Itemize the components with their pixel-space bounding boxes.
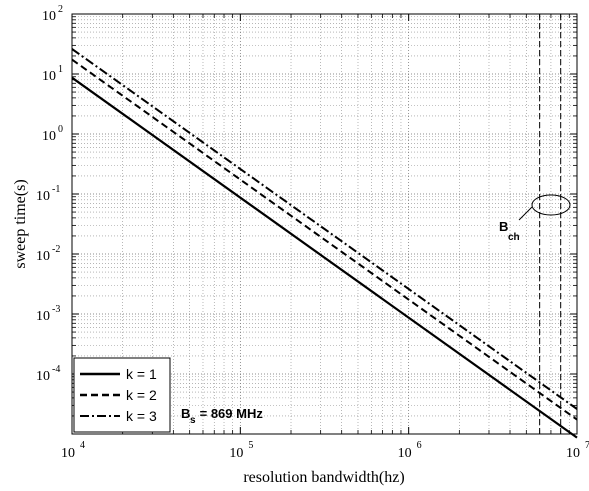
y-tick-exponent: 1 xyxy=(58,64,63,75)
y-tick-exponent: -2 xyxy=(52,244,60,255)
bs-annotation: B s = 869 MHz xyxy=(181,406,263,426)
x-tick-label: 10 xyxy=(61,446,75,461)
series-line-k2 xyxy=(71,58,578,421)
bs-annotation-letter: B xyxy=(181,406,190,421)
bs-annotation-sub: s xyxy=(190,415,196,426)
y-tick-label: 10 xyxy=(36,189,50,204)
y-axis-title: sweep time(s) xyxy=(12,179,29,268)
channel-bandwidth-lines xyxy=(539,14,562,434)
x-tick-exponent: 7 xyxy=(585,440,589,451)
y-tick-exponent: 2 xyxy=(58,4,63,15)
y-tick-label: 10 xyxy=(42,9,56,24)
x-tick-exponent: 6 xyxy=(417,440,422,451)
series-line-k3 xyxy=(71,48,578,410)
bs-annotation-value: = 869 MHz xyxy=(196,406,263,421)
x-tick-label: 10 xyxy=(566,446,580,461)
grid-minor xyxy=(72,14,577,434)
y-tick-label: 10 xyxy=(42,129,56,144)
legend: k = 1 k = 2 k = 3 xyxy=(73,357,171,433)
y-tick-label: 10 xyxy=(36,369,50,384)
y-tick-label: 10 xyxy=(36,249,50,264)
x-tick-label: 10 xyxy=(398,446,412,461)
x-tick-exponent: 5 xyxy=(248,440,253,451)
y-tick-exponent: -4 xyxy=(52,364,60,375)
y-tick-label: 10 xyxy=(36,309,50,324)
y-tick-label: 10 xyxy=(42,69,56,84)
y-tick-exponent: -1 xyxy=(52,184,60,195)
x-tick-label: 10 xyxy=(229,446,243,461)
legend-box xyxy=(73,357,171,433)
axis-ticks xyxy=(71,13,578,435)
plot-frame xyxy=(71,13,578,435)
bch-pointer xyxy=(518,206,533,221)
legend-label-k2: k = 2 xyxy=(126,387,157,403)
series-group xyxy=(71,48,578,439)
y-tick-exponent: 0 xyxy=(58,124,63,135)
x-tick-exponent: 4 xyxy=(80,440,85,451)
x-axis-title: resolution bandwidth(hz) xyxy=(243,469,404,486)
bch-ellipse xyxy=(531,194,571,216)
bch-annotation: B ch xyxy=(499,194,571,243)
x-tick-labels: 10 4 10 5 10 6 10 7 xyxy=(61,440,589,461)
legend-label-k3: k = 3 xyxy=(126,408,157,424)
series-line-k1 xyxy=(71,76,578,439)
bch-annotation-sub: ch xyxy=(508,232,520,243)
y-tick-exponent: -3 xyxy=(52,304,60,315)
bch-annotation-letter: B xyxy=(499,219,508,234)
legend-label-k1: k = 1 xyxy=(126,366,157,382)
